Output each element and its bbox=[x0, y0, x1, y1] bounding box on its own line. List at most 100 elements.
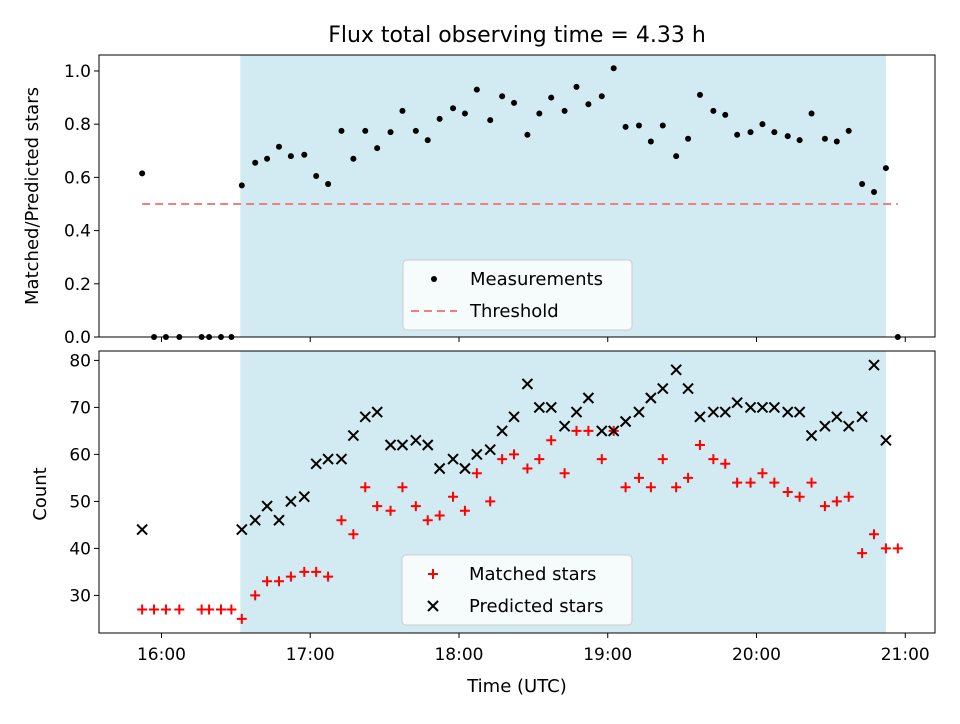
predicted-star-point bbox=[496, 425, 508, 437]
measurement-point bbox=[747, 129, 754, 136]
x-tick-label: 19:00 bbox=[583, 645, 632, 665]
matched-star-point bbox=[633, 472, 644, 483]
predicted-star-point bbox=[868, 359, 880, 371]
measurement-point bbox=[821, 135, 828, 142]
measurement-point bbox=[696, 91, 703, 98]
measurement-point bbox=[399, 107, 406, 114]
predicted-star-point bbox=[670, 364, 682, 376]
bottom-legend: Matched stars Predicted stars bbox=[401, 554, 633, 626]
measurement-point bbox=[808, 110, 815, 117]
measurement-point bbox=[287, 153, 294, 160]
x-tick-label: 16:00 bbox=[137, 645, 186, 665]
matched-star-point bbox=[299, 566, 310, 577]
measurement-point bbox=[424, 137, 431, 144]
measurement-point bbox=[659, 122, 666, 129]
top-y-tick-label: 0.2 bbox=[64, 275, 91, 295]
top-legend: Measurements Threshold bbox=[402, 259, 633, 331]
predicted-star-point bbox=[533, 401, 546, 414]
x-tick-label: 20:00 bbox=[732, 645, 781, 665]
measurement-point bbox=[536, 110, 543, 117]
predicted-star-point bbox=[261, 500, 273, 512]
matched-star-point bbox=[448, 491, 459, 502]
predicted-star-point bbox=[136, 523, 148, 536]
bottom-y-tick-label: 60 bbox=[69, 445, 91, 465]
matched-star-point bbox=[620, 482, 631, 493]
predicted-star-point bbox=[607, 425, 620, 437]
measurement-point bbox=[598, 93, 605, 100]
predicted-star-point bbox=[558, 420, 571, 432]
predicted-star-point bbox=[335, 453, 348, 465]
top-series-1 bbox=[139, 65, 901, 340]
matched-star-point bbox=[732, 477, 743, 488]
matched-star-point bbox=[262, 576, 273, 587]
predicted-star-point bbox=[768, 401, 781, 414]
matched-star-point bbox=[311, 566, 322, 577]
top-y-tick-label: 0.0 bbox=[64, 328, 91, 348]
predicted-star-point bbox=[310, 458, 322, 470]
legend-matched-marker bbox=[428, 569, 438, 579]
bottom-y-axis-label: Count bbox=[30, 467, 51, 520]
measurement-point bbox=[685, 135, 692, 142]
measurement-point bbox=[275, 143, 282, 150]
measurement-point bbox=[362, 127, 369, 134]
matched-star-point bbox=[559, 468, 570, 479]
matched-star-point bbox=[250, 590, 261, 601]
matched-star-point bbox=[745, 477, 756, 488]
measurement-point bbox=[561, 107, 568, 114]
matched-star-point bbox=[546, 435, 557, 446]
measurement-point bbox=[139, 170, 146, 177]
predicted-star-point bbox=[447, 453, 459, 465]
matched-star-point bbox=[645, 482, 656, 493]
predicted-star-point bbox=[384, 439, 397, 451]
measurement-point bbox=[610, 65, 617, 72]
predicted-star-point bbox=[459, 462, 471, 475]
measurement-point bbox=[871, 189, 878, 196]
matched-star-point bbox=[236, 613, 247, 624]
matched-star-point bbox=[336, 515, 347, 526]
measurement-point bbox=[833, 138, 840, 145]
predicted-star-point bbox=[719, 406, 731, 418]
legend-box bbox=[401, 554, 633, 626]
matched-star-point bbox=[204, 604, 215, 615]
measurement-point bbox=[796, 137, 803, 144]
bottom-axes-frame bbox=[98, 350, 936, 634]
x-tick-label: 21:00 bbox=[881, 645, 930, 665]
matched-star-point bbox=[323, 571, 334, 582]
bottom-y-tick-label: 80 bbox=[69, 351, 91, 371]
measurement-point bbox=[313, 173, 320, 180]
measurement-point bbox=[548, 94, 555, 101]
x-tick-label: 18:00 bbox=[434, 645, 483, 665]
ratio-panel: 0.0 0.2 0.4 0.6 0.8 1.0 Measurements Threshold bbox=[64, 54, 936, 348]
measurement-point bbox=[882, 165, 889, 172]
predicted-star-point bbox=[856, 411, 868, 423]
measurement-point bbox=[759, 121, 766, 128]
predicted-star-point bbox=[347, 429, 360, 442]
matched-star-point bbox=[683, 472, 694, 483]
legend-label: Threshold bbox=[469, 301, 559, 322]
matched-star-point bbox=[694, 440, 705, 450]
matched-star-point bbox=[892, 543, 903, 554]
predicted-star-point bbox=[831, 411, 843, 423]
matched-star-point bbox=[215, 604, 226, 615]
measurement-point bbox=[784, 133, 791, 140]
matched-star-point bbox=[459, 505, 470, 516]
measurement-point bbox=[436, 115, 443, 122]
top-y-tick-label: 1.0 bbox=[64, 62, 91, 82]
measurement-point bbox=[710, 107, 717, 114]
x-axis-label: Time (UTC) bbox=[466, 676, 567, 697]
measurement-point bbox=[350, 155, 357, 162]
measurement-point bbox=[647, 138, 654, 145]
matched-star-point bbox=[869, 529, 880, 540]
predicted-star-point bbox=[657, 382, 669, 395]
measurement-point bbox=[338, 127, 345, 134]
measurement-point bbox=[673, 153, 680, 160]
measurement-point bbox=[325, 181, 332, 188]
bottom-y-tick-label: 30 bbox=[69, 586, 91, 606]
predicted-star-point bbox=[298, 490, 310, 503]
matched-star-point bbox=[471, 468, 482, 479]
predicted-star-point bbox=[433, 462, 446, 475]
matched-star-point bbox=[708, 454, 719, 465]
matched-star-point bbox=[434, 510, 445, 521]
predicted-star-point bbox=[582, 392, 595, 404]
